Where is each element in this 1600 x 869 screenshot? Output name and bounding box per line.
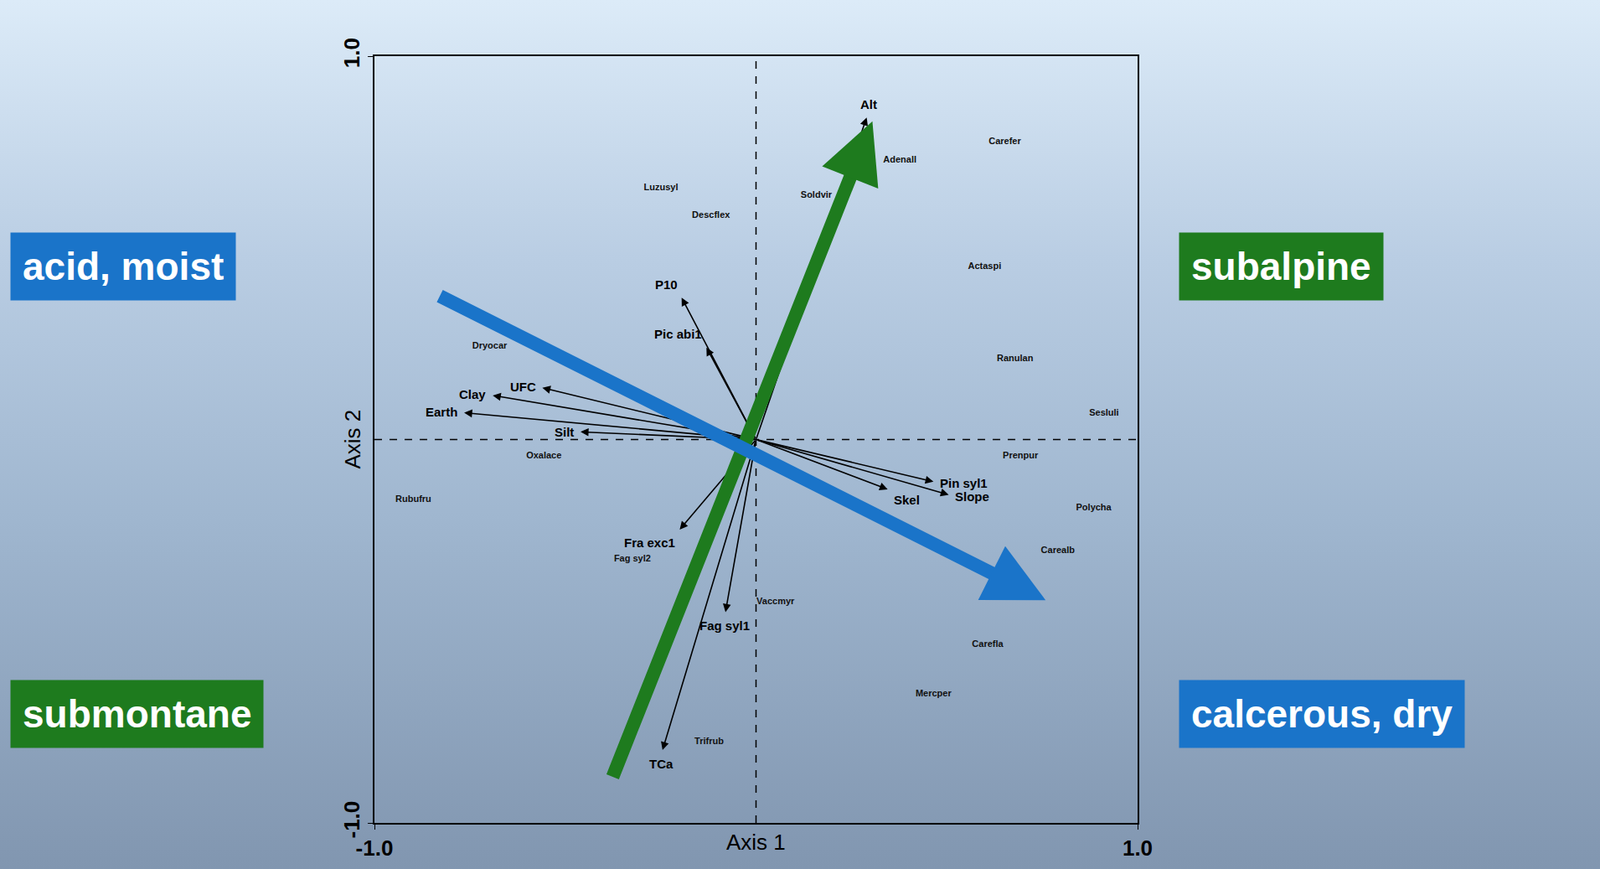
svg-text:Dryocar: Dryocar bbox=[472, 340, 508, 351]
svg-text:Carefer: Carefer bbox=[988, 135, 1022, 146]
svg-text:Axis 1: Axis 1 bbox=[726, 829, 786, 855]
svg-text:Rubufru: Rubufru bbox=[395, 493, 432, 504]
svg-text:-1.0: -1.0 bbox=[339, 800, 365, 839]
svg-text:Descflex: Descflex bbox=[691, 209, 731, 220]
svg-text:Earth: Earth bbox=[425, 404, 458, 419]
svg-text:Mercper: Mercper bbox=[915, 687, 953, 698]
svg-text:Carealb: Carealb bbox=[1041, 544, 1076, 555]
svg-text:acid, moist: acid, moist bbox=[22, 244, 224, 289]
svg-text:Pic abi1: Pic abi1 bbox=[654, 326, 702, 341]
svg-text:Luzusyl: Luzusyl bbox=[644, 181, 679, 192]
svg-text:-1.0: -1.0 bbox=[356, 835, 394, 861]
svg-text:Polycha: Polycha bbox=[1076, 501, 1113, 512]
svg-text:Axis 2: Axis 2 bbox=[340, 409, 366, 470]
svg-text:Pin syl1: Pin syl1 bbox=[939, 475, 988, 491]
svg-text:1.0: 1.0 bbox=[1122, 835, 1153, 861]
svg-text:subalpine: subalpine bbox=[1191, 244, 1372, 289]
svg-text:Soldvir: Soldvir bbox=[800, 189, 833, 200]
svg-text:Trifrub: Trifrub bbox=[694, 735, 724, 746]
svg-text:Actaspi: Actaspi bbox=[967, 260, 1002, 271]
svg-text:Vaccmyr: Vaccmyr bbox=[756, 595, 795, 606]
svg-text:submontane: submontane bbox=[22, 691, 252, 736]
svg-text:TCa: TCa bbox=[649, 756, 674, 771]
svg-text:Skel: Skel bbox=[893, 492, 920, 507]
svg-text:Fag syl2: Fag syl2 bbox=[614, 552, 651, 563]
svg-text:Sesluli: Sesluli bbox=[1089, 407, 1119, 418]
svg-text:calcerous, dry: calcerous, dry bbox=[1191, 691, 1453, 736]
svg-text:Prenpur: Prenpur bbox=[1002, 449, 1039, 460]
svg-text:Fag syl1: Fag syl1 bbox=[699, 618, 750, 633]
svg-text:Oxalace: Oxalace bbox=[526, 449, 562, 460]
svg-text:Clay: Clay bbox=[459, 387, 486, 402]
svg-text:Carefla: Carefla bbox=[971, 638, 1004, 649]
svg-text:1.0: 1.0 bbox=[339, 37, 365, 68]
svg-text:UFC: UFC bbox=[510, 379, 537, 394]
svg-text:Fra exc1: Fra exc1 bbox=[624, 535, 676, 550]
svg-text:Silt: Silt bbox=[554, 424, 574, 439]
svg-text:Alt: Alt bbox=[860, 97, 878, 112]
svg-text:Slope: Slope bbox=[954, 489, 990, 504]
svg-text:Adenall: Adenall bbox=[882, 154, 917, 165]
svg-text:Ranulan: Ranulan bbox=[996, 352, 1034, 363]
svg-text:P10: P10 bbox=[655, 277, 678, 292]
